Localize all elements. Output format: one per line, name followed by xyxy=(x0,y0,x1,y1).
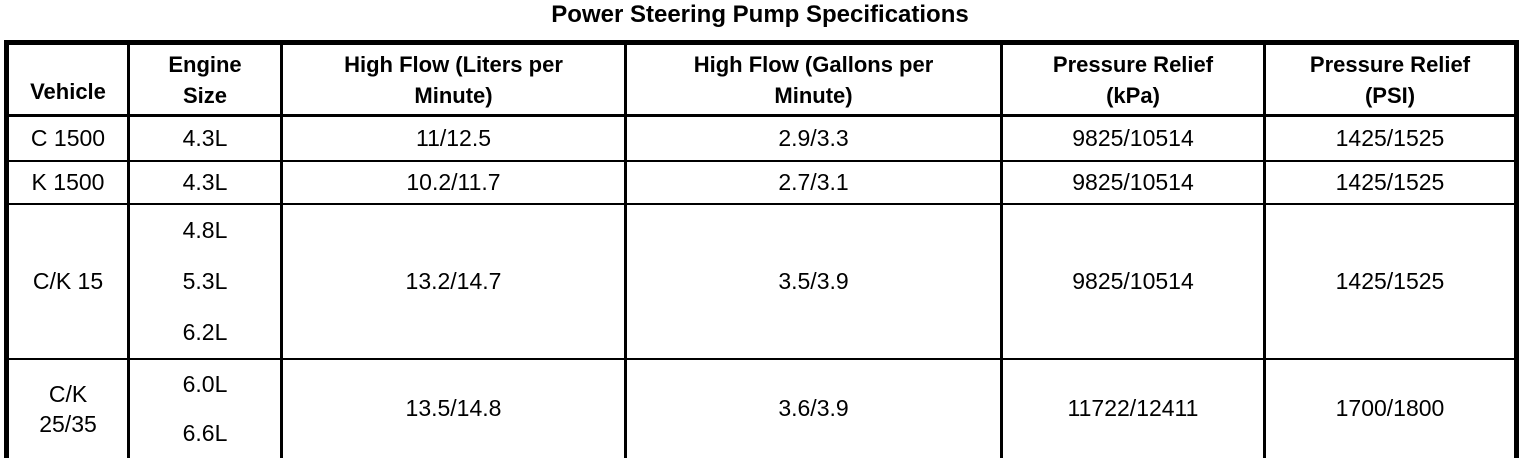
header-high-flow-gpm: High Flow (Gallons per Minute) xyxy=(624,41,1003,117)
header-line: Pressure Relief xyxy=(1309,51,1471,77)
cell-pressure-relief-kpa: 9825/10514 xyxy=(1000,202,1266,360)
header-line: Size xyxy=(182,82,228,108)
cell-vehicle: K 1500 xyxy=(5,159,130,205)
cell-high-flow-gpm: 2.9/3.3 xyxy=(624,114,1003,162)
table-row: C/K 25/35 6.0L 6.6L 13.5/14.8 3.6/3.9 11… xyxy=(5,357,1518,458)
header-pressure-relief-psi: Pressure Relief (PSI) xyxy=(1263,41,1518,117)
cell-high-flow-gpm: 3.5/3.9 xyxy=(624,202,1003,360)
cell-engine-size: 4.8L 5.3L 6.2L xyxy=(127,202,283,360)
header-line: Minute) xyxy=(414,82,493,108)
engine-size-line: 6.2L xyxy=(182,318,228,345)
vehicle-line: 25/35 xyxy=(39,410,97,437)
cell-engine-size: 4.3L xyxy=(127,159,283,205)
cell-vehicle: C/K 25/35 xyxy=(5,357,130,458)
cell-engine-size: 4.3L xyxy=(127,114,283,162)
cell-pressure-relief-psi: 1425/1525 xyxy=(1263,202,1518,360)
table-row: K 1500 4.3L 10.2/11.7 2.7/3.1 9825/10514… xyxy=(5,159,1518,205)
header-engine-size: Engine Size xyxy=(127,41,283,117)
header-line: High Flow (Gallons per xyxy=(693,51,934,77)
vehicle-line: C/K xyxy=(48,380,88,407)
cell-pressure-relief-kpa: 11722/12411 xyxy=(1000,357,1266,458)
cell-high-flow-lpm: 13.5/14.8 xyxy=(280,357,627,458)
cell-engine-size: 6.0L 6.6L xyxy=(127,357,283,458)
cell-pressure-relief-psi: 1425/1525 xyxy=(1263,114,1518,162)
header-vehicle: Vehicle xyxy=(5,41,130,117)
header-high-flow-lpm: High Flow (Liters per Minute) xyxy=(280,41,627,117)
cell-high-flow-gpm: 3.6/3.9 xyxy=(624,357,1003,458)
header-line: High Flow (Liters per xyxy=(344,51,563,77)
table-row: C/K 15 4.8L 5.3L 6.2L 13.2/14.7 3.5/3.9 … xyxy=(5,202,1518,360)
header-line: Pressure Relief xyxy=(1052,51,1214,77)
cell-pressure-relief-psi: 1425/1525 xyxy=(1263,159,1518,205)
header-line: (PSI) xyxy=(1364,82,1416,108)
cell-pressure-relief-kpa: 9825/10514 xyxy=(1000,159,1266,205)
header-line: Minute) xyxy=(774,82,853,108)
header-line: (kPa) xyxy=(1106,82,1160,108)
cell-vehicle: C/K 15 xyxy=(5,202,130,360)
engine-size-line: 6.6L xyxy=(182,419,228,446)
header-line: Engine xyxy=(168,51,242,77)
cell-pressure-relief-kpa: 9825/10514 xyxy=(1000,114,1266,162)
engine-size-line: 6.0L xyxy=(182,370,228,397)
cell-pressure-relief-psi: 1700/1800 xyxy=(1263,357,1518,458)
cell-high-flow-lpm: 11/12.5 xyxy=(280,114,627,162)
table-row: C 1500 4.3L 11/12.5 2.9/3.3 9825/10514 1… xyxy=(5,114,1518,162)
cell-high-flow-gpm: 2.7/3.1 xyxy=(624,159,1003,205)
cell-high-flow-lpm: 13.2/14.7 xyxy=(280,202,627,360)
header-pressure-relief-kpa: Pressure Relief (kPa) xyxy=(1000,41,1266,117)
cell-high-flow-lpm: 10.2/11.7 xyxy=(280,159,627,205)
header-line: Vehicle xyxy=(30,79,106,104)
spec-table: Vehicle Engine Size High Flow (Liters pe… xyxy=(4,40,1519,458)
engine-size-line: 4.8L xyxy=(182,216,228,243)
engine-size-line: 5.3L xyxy=(182,267,228,294)
header-row: Vehicle Engine Size High Flow (Liters pe… xyxy=(5,41,1518,117)
cell-vehicle: C 1500 xyxy=(5,114,130,162)
page-title: Power Steering Pump Specifications xyxy=(551,1,969,28)
